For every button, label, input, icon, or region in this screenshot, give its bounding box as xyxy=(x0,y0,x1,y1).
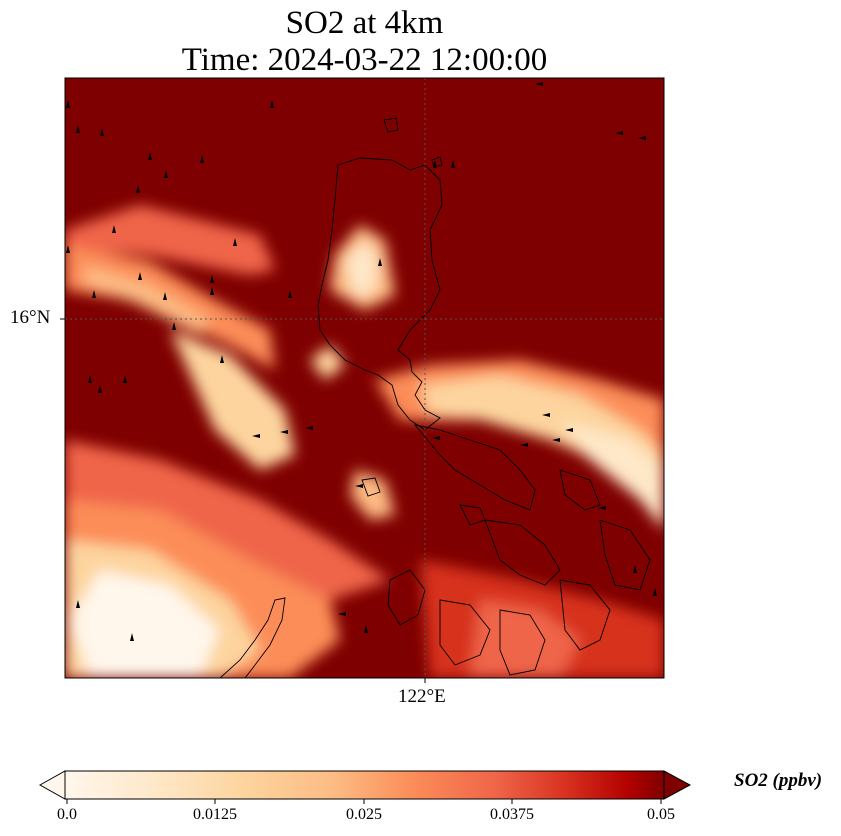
gridlines xyxy=(65,78,664,678)
coastlines xyxy=(219,117,651,678)
colorbar-tick-label: 0.0375 xyxy=(490,806,534,823)
concentration-field xyxy=(65,78,664,678)
colorbar-tick-label: 0.025 xyxy=(346,806,382,823)
map-frame xyxy=(64,77,665,679)
colorbar-extend-low xyxy=(38,770,66,800)
so2-map xyxy=(60,77,665,683)
colorbar-gradient xyxy=(65,771,664,799)
colorbar-tick-label: 0.0125 xyxy=(193,806,237,823)
map-title-line-2: Time: 2024-03-22 12:00:00 xyxy=(181,42,548,78)
colorbar-extend-high xyxy=(663,770,692,800)
lon-tick-label: 122°E xyxy=(398,686,446,707)
lat-tick-label: 16°N xyxy=(10,307,51,328)
map-title-line-1: SO2 at 4km xyxy=(285,5,444,41)
colorbar-tick-label: 0.05 xyxy=(647,806,675,823)
wind-vectors xyxy=(66,82,657,641)
colorbar-title: SO2 (ppbv) xyxy=(734,770,823,791)
colorbar-tick-label: 0.0 xyxy=(57,806,77,823)
